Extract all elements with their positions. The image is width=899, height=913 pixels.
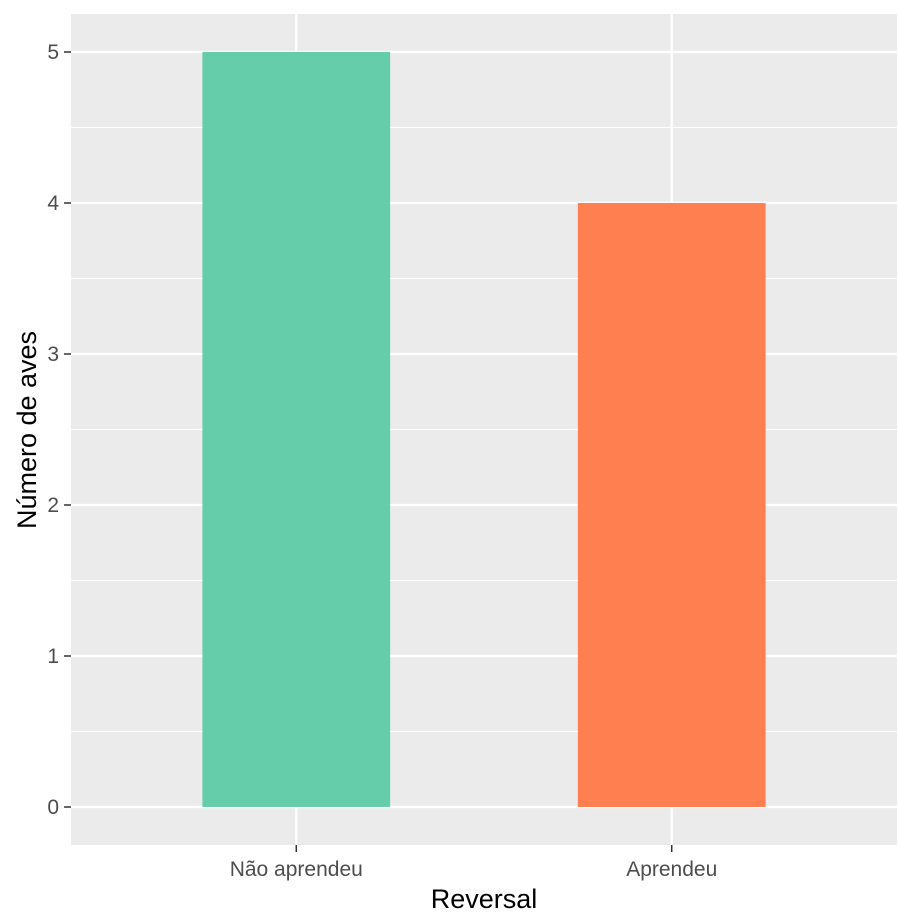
y-tick-label: 2 (47, 494, 59, 517)
y-tick-label: 1 (47, 645, 59, 668)
bars (202, 52, 766, 807)
y-tick-label: 4 (47, 192, 59, 215)
y-axis-title: Número de aves (12, 331, 42, 529)
x-axis-title: Reversal (431, 884, 538, 913)
y-axis: 0 1 2 3 4 5 (47, 41, 71, 819)
x-tick-label: Aprendeu (626, 858, 717, 881)
y-tick-label: 5 (47, 41, 59, 64)
x-tick-label: Não aprendeu (230, 858, 363, 881)
bar-0 (202, 52, 391, 807)
bar-1 (577, 203, 766, 807)
y-tick-label: 3 (47, 343, 59, 366)
y-tick-label: 0 (47, 796, 59, 819)
x-axis: Não aprendeu Aprendeu (230, 845, 717, 881)
